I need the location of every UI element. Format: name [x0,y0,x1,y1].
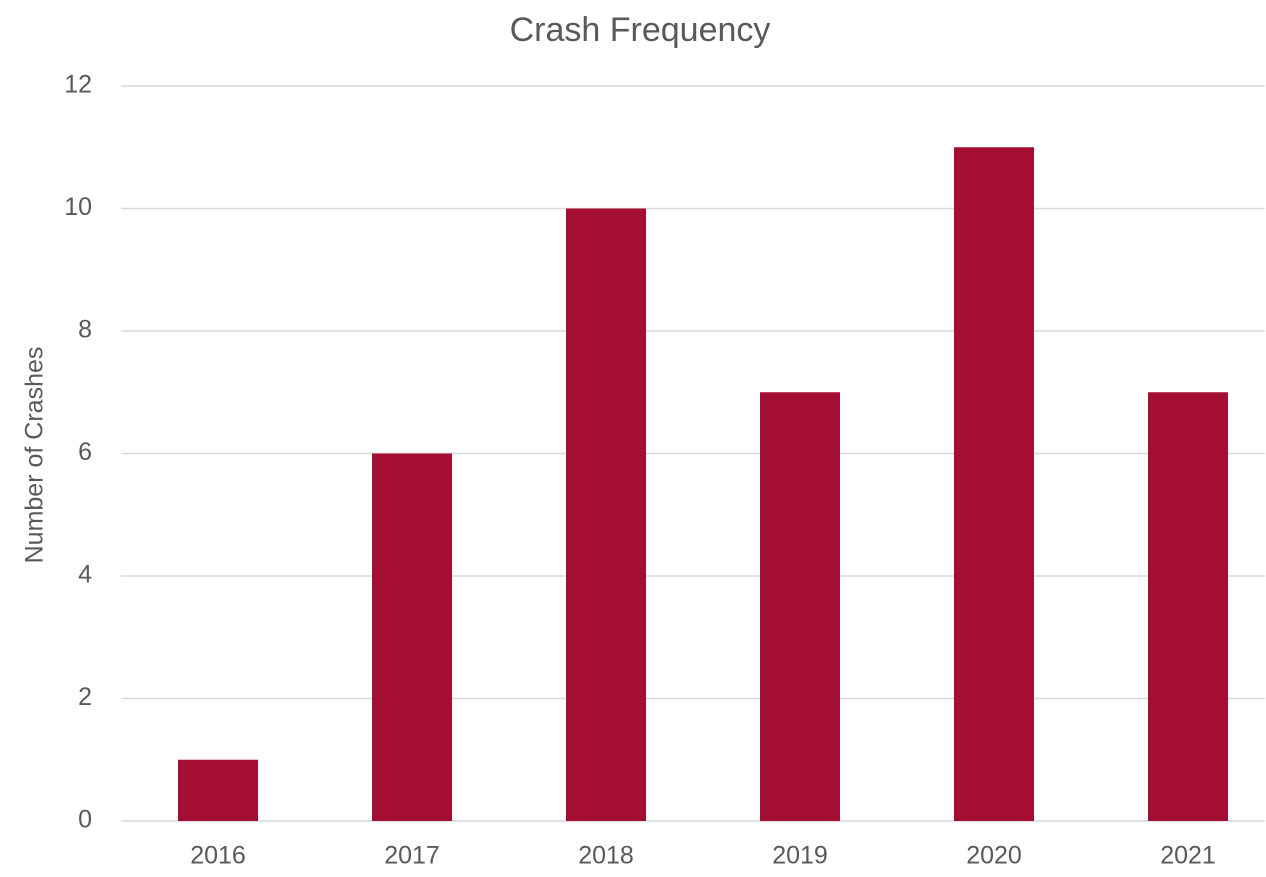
x-tick-label: 2016 [190,842,246,870]
y-tick-label: 10 [64,193,92,221]
x-tick-label: 2017 [384,842,440,870]
bar [954,147,1034,821]
bar [760,392,840,821]
y-tick-label: 6 [78,438,92,466]
x-tick-label: 2018 [578,842,634,870]
y-axis-label: Number of Crashes [21,347,49,564]
x-tick-label: 2019 [772,842,828,870]
y-tick-label: 8 [78,316,92,344]
y-tick-label: 12 [64,71,92,99]
bar [178,759,258,821]
y-tick-label: 2 [78,683,92,711]
bar [372,453,452,821]
bar [566,208,646,821]
bar [1148,392,1228,821]
y-tick-label: 0 [78,806,92,834]
chart-title: Crash Frequency [510,11,771,49]
x-tick-label: 2021 [1160,842,1216,870]
y-tick-label: 4 [78,561,92,589]
x-tick-label: 2020 [966,842,1022,870]
